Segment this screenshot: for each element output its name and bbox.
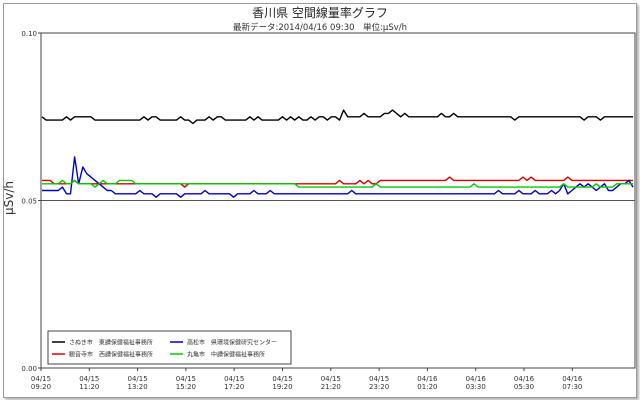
x-tick-label-date: 04/16	[514, 375, 535, 383]
x-tick-label-date: 04/16	[466, 375, 487, 383]
y-tick-label: 0.05	[21, 198, 37, 206]
x-tick-label-time: 11:20	[79, 383, 99, 391]
chart-title: 香川県 空間線量率グラフ	[252, 6, 388, 20]
y-axis: 0.00 0.05 0.10	[21, 30, 41, 373]
y-tick-label: 0.00	[21, 365, 37, 373]
x-tick-label-date: 04/15	[224, 375, 244, 383]
x-tick-label-time: 21:20	[321, 383, 341, 391]
x-tick-label-date: 04/15	[128, 375, 148, 383]
x-tick-label-time: 05:30	[514, 383, 534, 391]
y-tick-label: 0.10	[21, 30, 37, 38]
x-tick-label-date: 04/15	[176, 375, 196, 383]
legend-label: 観音寺市 西讃保健福祉事務所	[69, 351, 153, 359]
x-tick-label-time: 17:20	[224, 383, 244, 391]
x-tick-label-time: 23:20	[369, 383, 389, 391]
legend-label: さぬき市 東讃保健福祉事務所	[69, 339, 153, 347]
x-tick-label-date: 04/16	[562, 375, 583, 383]
y-axis-label: μSv/h	[2, 181, 16, 215]
legend-label: 高松市 県環境保健研究センター	[187, 339, 277, 347]
x-axis: 04/1509:2004/1511:2004/1513:2004/1515:20…	[31, 368, 583, 391]
legend-label: 丸亀市 中讃保健福祉事務所	[187, 351, 265, 359]
x-tick-label-date: 04/15	[369, 375, 389, 383]
series-line-1	[41, 109, 633, 125]
x-tick-label-date: 04/16	[417, 375, 438, 383]
x-tick-label-date: 04/15	[321, 375, 341, 383]
x-tick-label-time: 07:30	[562, 383, 582, 391]
x-tick-label-time: 15:20	[176, 383, 196, 391]
unit-label: 単位:μSv/h	[363, 23, 408, 33]
chart-subtitle: 最新データ:2014/04/16 09:30 単位:μSv/h	[0, 21, 640, 33]
updated-label: 最新データ:2014/04/16 09:30	[232, 23, 355, 33]
x-tick-label-time: 01:20	[417, 383, 437, 391]
x-tick-label-time: 03:30	[466, 383, 486, 391]
legend-box	[47, 330, 292, 365]
x-tick-label-date: 04/15	[272, 375, 292, 383]
x-tick-label-date: 04/15	[79, 375, 99, 383]
series-line-4	[42, 179, 633, 188]
series-line-3	[42, 156, 634, 198]
x-tick-label-time: 13:20	[128, 383, 148, 391]
x-tick-label-time: 09:20	[31, 383, 51, 391]
x-tick-label-date: 04/15	[31, 375, 51, 383]
series-lines	[41, 109, 634, 198]
x-tick-label-time: 19:20	[272, 383, 292, 391]
